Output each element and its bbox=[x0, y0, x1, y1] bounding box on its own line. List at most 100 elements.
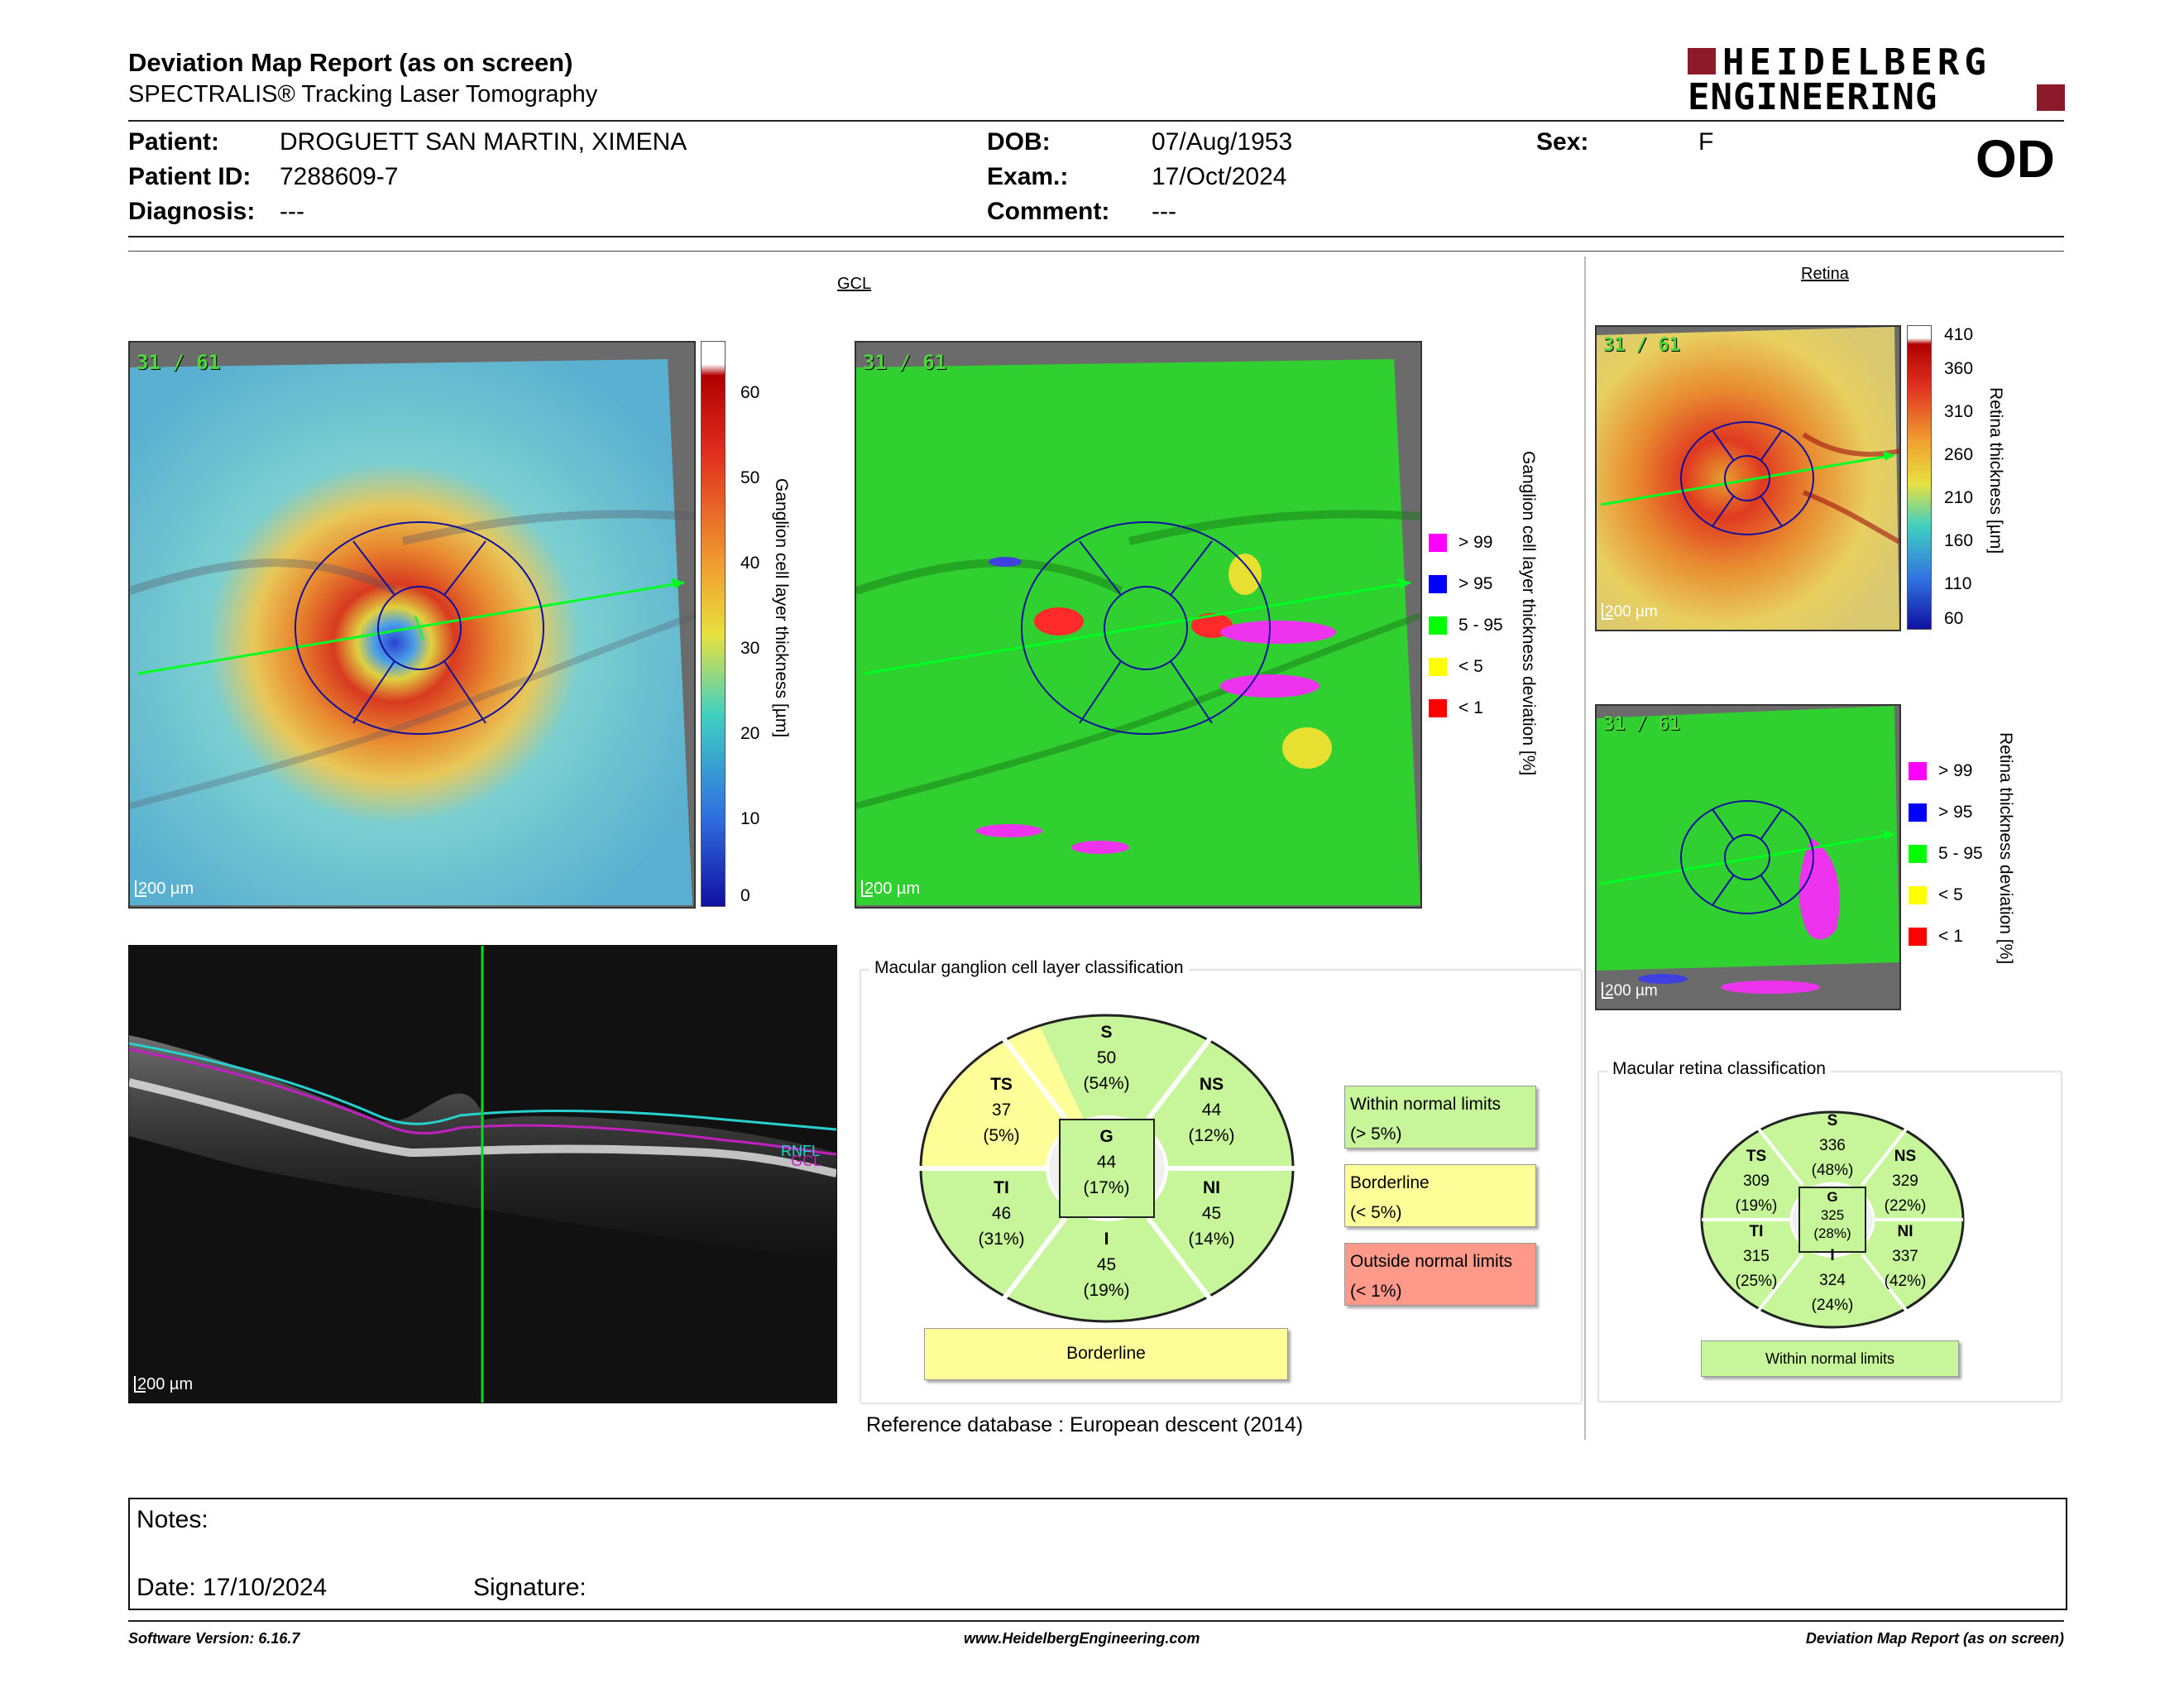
retina-sector-ns-name: NS bbox=[1894, 1148, 1917, 1165]
patient-id-label: Patient ID: bbox=[128, 163, 251, 190]
retina-legend-5-95-swatch bbox=[1909, 845, 1927, 863]
retina-legend-gt99-label: > 99 bbox=[1938, 761, 1973, 780]
retina-sector-g-name: G bbox=[1827, 1189, 1838, 1205]
retina-tick-110: 110 bbox=[1944, 574, 1972, 593]
legend-outside-normal-label: Outside normal limits bbox=[1350, 1252, 1513, 1271]
gcl-sector-s: S 50 (54%) bbox=[1067, 1019, 1146, 1096]
gcl-sector-ts: TS 37 (5%) bbox=[962, 1072, 1041, 1149]
gcl-legend-gt95-swatch bbox=[1429, 575, 1447, 593]
diagnosis-label: Diagnosis: bbox=[128, 198, 256, 225]
gcl-sector-g-name: G bbox=[1099, 1127, 1114, 1146]
retina-sector-ni-pct: (42%) bbox=[1884, 1273, 1927, 1290]
retina-sector-chart bbox=[1700, 1110, 1965, 1329]
heidelberg-logo: HEIDELBERG ENGINEERING bbox=[1688, 41, 2068, 118]
retina-legend-gt95-label: > 95 bbox=[1938, 803, 1973, 822]
comment-value: --- bbox=[1152, 198, 1176, 225]
retina-tick-360: 360 bbox=[1944, 359, 1974, 378]
gcl-sector-ts-name: TS bbox=[990, 1075, 1013, 1094]
gcl-sector-ni-value: 45 bbox=[1201, 1204, 1222, 1223]
notes-box[interactable]: Notes: Date: 17/10/2024 Signature: bbox=[128, 1498, 2067, 1610]
gcl-tick-20: 20 bbox=[740, 724, 760, 743]
gcl-legend-gt99-label: > 99 bbox=[1458, 533, 1493, 552]
gcl-tick-60: 60 bbox=[740, 383, 760, 402]
gcl-classification-result: Borderline bbox=[924, 1328, 1288, 1380]
gcl-sector-s-pct: (54%) bbox=[1083, 1074, 1130, 1093]
gcl-sector-i: I 45 (19%) bbox=[1067, 1226, 1146, 1303]
retina-sector-ts-pct: (19%) bbox=[1735, 1197, 1778, 1215]
exam-label: Exam.: bbox=[987, 163, 1069, 190]
gcl-sector-i-name: I bbox=[1104, 1230, 1109, 1249]
retina-section-title: Retina bbox=[1801, 265, 1849, 283]
retina-legend-lt5-swatch bbox=[1909, 886, 1927, 904]
legend-borderline: Borderline (< 5%) bbox=[1344, 1164, 1536, 1227]
bscan-scale-label: 200 µm bbox=[133, 1375, 194, 1393]
retina-legend-gt95-swatch bbox=[1909, 803, 1927, 822]
gcl-dev-scan-index: 31 / 61 bbox=[863, 351, 947, 374]
patient-name: DROGUETT SAN MARTIN, XIMENA bbox=[280, 128, 687, 156]
gcl-tick-30: 30 bbox=[740, 639, 760, 658]
gcl-sector-ni-pct: (14%) bbox=[1188, 1230, 1235, 1249]
retina-classification-result: Within normal limits bbox=[1701, 1340, 1959, 1377]
retina-sector-ti: TI 315 (25%) bbox=[1723, 1220, 1789, 1294]
gcl-sector-ti-pct: (31%) bbox=[978, 1230, 1025, 1249]
gcl-section-title: GCL bbox=[837, 275, 872, 293]
gcl-sector-g-pct: (17%) bbox=[1083, 1178, 1130, 1197]
legend-within-normal-label: Within normal limits bbox=[1350, 1095, 1502, 1114]
dob-label: DOB: bbox=[987, 128, 1051, 156]
gcl-sector-ts-pct: (5%) bbox=[983, 1126, 1020, 1145]
eye-label: OD bbox=[1976, 129, 2055, 189]
gcl-sector-g-value: 44 bbox=[1096, 1153, 1117, 1172]
gcl-legend-lt5-swatch bbox=[1429, 658, 1447, 676]
gcl-legend-lt1: < 1 bbox=[1429, 698, 1483, 718]
legend-within-normal: Within normal limits (> 5%) bbox=[1344, 1086, 1536, 1149]
retina-sector-ns-pct: (22%) bbox=[1884, 1197, 1927, 1215]
gcl-classification-title: Macular ganglion cell layer classificati… bbox=[869, 958, 1189, 978]
gcl-sector-chart bbox=[918, 1014, 1295, 1324]
gcl-sector-ti: TI 46 (31%) bbox=[962, 1175, 1041, 1252]
retina-thickness-colorbar bbox=[1907, 325, 1932, 630]
retina-scan-index: 31 / 61 bbox=[1603, 335, 1680, 356]
comment-label: Comment: bbox=[987, 198, 1110, 225]
gcl-sector-s-name: S bbox=[1100, 1023, 1113, 1042]
retina-sector-s: S 336 (48%) bbox=[1799, 1109, 1866, 1183]
retina-tick-410: 410 bbox=[1944, 325, 1974, 344]
gcl-tick-0: 0 bbox=[740, 886, 750, 905]
retina-sector-i: I 324 (24%) bbox=[1799, 1244, 1866, 1318]
retina-scale-label: 200 µm bbox=[1602, 603, 1658, 621]
gcl-legend-lt5: < 5 bbox=[1429, 657, 1483, 677]
gcl-tick-10: 10 bbox=[740, 809, 760, 828]
retina-legend-gt99-swatch bbox=[1909, 762, 1927, 780]
legend-outside-normal-range: (< 1%) bbox=[1350, 1282, 1402, 1301]
logo-line-1: HEIDELBERG bbox=[1722, 41, 1991, 84]
patient-id: 7288609-7 bbox=[280, 163, 399, 190]
retina-sector-ti-value: 315 bbox=[1743, 1248, 1770, 1265]
footer-report-title: Deviation Map Report (as on screen) bbox=[1805, 1630, 2064, 1647]
retina-sector-i-value: 324 bbox=[1819, 1272, 1846, 1289]
website-link[interactable]: www.HeidelbergEngineering.com bbox=[964, 1630, 1200, 1647]
gcl-legend-5-95-label: 5 - 95 bbox=[1458, 616, 1503, 635]
gcl-sector-ni-name: NI bbox=[1203, 1178, 1220, 1197]
retina-legend-lt1-label: < 1 bbox=[1938, 927, 1963, 946]
retina-sector-ts-name: TS bbox=[1746, 1148, 1767, 1165]
retina-sector-s-value: 336 bbox=[1819, 1137, 1846, 1154]
legend-borderline-range: (< 5%) bbox=[1350, 1203, 1402, 1222]
gcl-sector-ns: NS 44 (12%) bbox=[1172, 1072, 1251, 1149]
logo-line-2: ENGINEERING bbox=[1688, 76, 1938, 118]
retina-sector-ti-pct: (25%) bbox=[1735, 1273, 1778, 1290]
retina-legend-lt5-label: < 5 bbox=[1938, 885, 1963, 904]
gcl-tick-50: 50 bbox=[740, 468, 760, 487]
software-version: Software Version: 6.16.7 bbox=[128, 1630, 300, 1647]
gcl-sector-ns-name: NS bbox=[1199, 1075, 1224, 1094]
gcl-thickness-axis-label: Ganglion cell layer thickness [µm] bbox=[772, 478, 791, 738]
retina-sector-ti-name: TI bbox=[1749, 1223, 1764, 1240]
retina-sector-ni-name: NI bbox=[1897, 1223, 1913, 1240]
gcl-legend-lt5-label: < 5 bbox=[1458, 657, 1483, 676]
retina-legend-lt5: < 5 bbox=[1909, 885, 1963, 905]
retina-sector-ts: TS 309 (19%) bbox=[1723, 1144, 1789, 1219]
gcl-thickness-colorbar bbox=[701, 341, 726, 907]
gcl-sector-ti-name: TI bbox=[994, 1178, 1009, 1197]
retina-deviation-axis-label: Retina thickness deviation [%] bbox=[1996, 732, 2015, 965]
gcl-legend-5-95-swatch bbox=[1429, 616, 1447, 635]
retina-sector-ni: NI 337 (42%) bbox=[1872, 1220, 1938, 1294]
retina-sector-i-pct: (24%) bbox=[1811, 1297, 1854, 1314]
